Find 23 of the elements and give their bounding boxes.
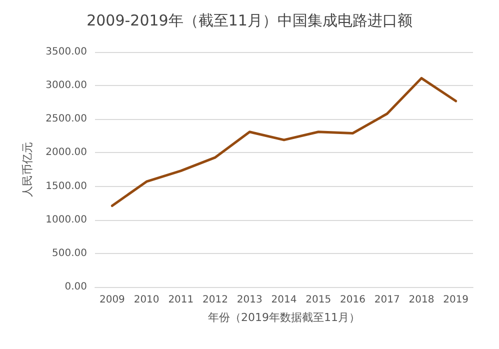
- x-tick-label: 2016: [340, 294, 366, 306]
- y-tick-label: 1500.00: [46, 180, 87, 192]
- x-tick-label: 2019: [443, 294, 469, 306]
- x-tick-label: 2015: [306, 294, 332, 306]
- line-series: [110, 76, 458, 208]
- y-tick-label: 2000.00: [46, 147, 87, 158]
- x-tick-label: 2018: [408, 294, 434, 306]
- x-tick-label: 2012: [202, 294, 228, 306]
- y-tick-label: 3500.00: [46, 46, 87, 58]
- x-tick-label: 2014: [271, 294, 297, 306]
- y-tick-label: 0.00: [64, 282, 87, 292]
- x-tick-label: 2010: [134, 294, 160, 306]
- y-tick-label: 500.00: [52, 248, 87, 259]
- y-tick-label: 3000.00: [46, 80, 87, 92]
- x-tick-label: 2017: [374, 294, 400, 306]
- x-tick-label: 2009: [99, 294, 125, 306]
- x-axis-title: 年份（2019年数据截至11月）: [208, 311, 360, 324]
- y-tick-label: 1000.00: [46, 214, 87, 226]
- y-axis-title: 人民币亿元: [21, 142, 34, 197]
- chart-title: 2009-2019年（截至11月）中国集成电路进口额: [86, 12, 412, 30]
- x-tick-label: 2013: [236, 294, 262, 306]
- y-tick-label: 2500.00: [46, 114, 87, 125]
- x-tick-label: 2011: [168, 294, 194, 306]
